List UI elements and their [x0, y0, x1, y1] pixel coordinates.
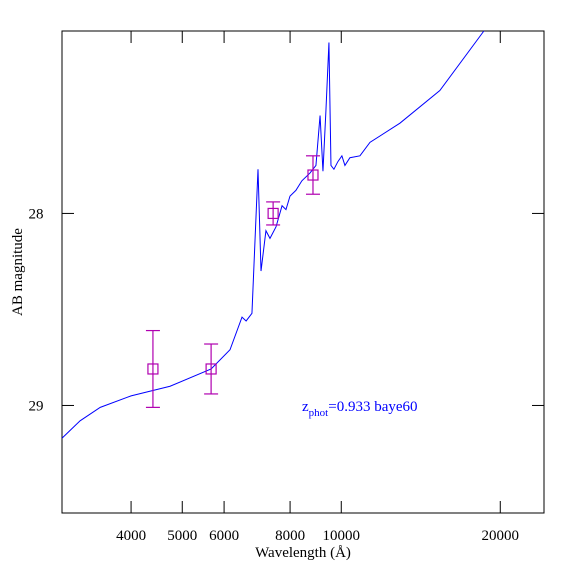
x-tick-label: 20000: [482, 528, 520, 544]
annotation-sub: phot: [309, 407, 329, 419]
y-axis-label: AB magnitude: [10, 228, 26, 316]
photometry-point: [307, 169, 319, 181]
photometry-point: [147, 363, 159, 375]
annotation-rest: =0.933 baye60: [328, 399, 417, 415]
x-tick-label: 4000: [116, 528, 146, 544]
photometry-point: [205, 363, 217, 375]
x-axis-label: Wavelength (Å): [255, 545, 351, 561]
photometry-point: [267, 207, 279, 220]
annotation-base: z: [302, 399, 309, 415]
x-tick-label: 8000: [275, 528, 305, 544]
annotation: zphot=0.933 baye60: [302, 399, 418, 419]
x-tick-label: 10000: [323, 528, 361, 544]
x-tick-label: 5000: [167, 528, 197, 544]
x-tick-label: 6000: [209, 528, 239, 544]
y-tick-label: 29: [29, 398, 44, 414]
plot-frame: [61, 30, 545, 514]
sed-line: [61, 30, 485, 439]
y-tick-label: 28: [29, 206, 44, 222]
